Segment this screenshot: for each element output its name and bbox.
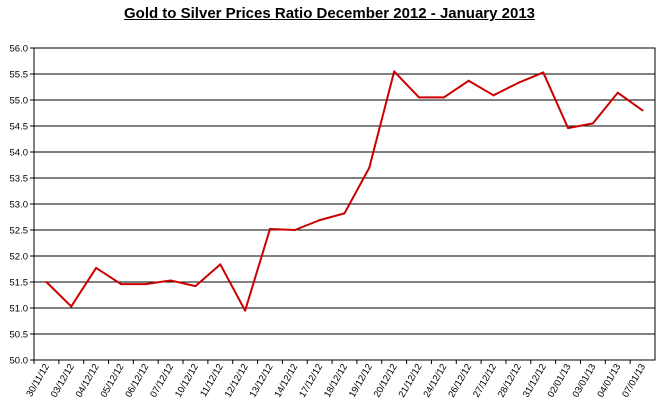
x-tick-label: 11/12/12 — [198, 362, 226, 399]
data-point — [144, 283, 147, 286]
data-point — [343, 212, 346, 215]
x-tick-label: 10/12/12 — [173, 362, 201, 400]
data-point — [393, 70, 396, 73]
data-point — [368, 166, 371, 169]
y-tick-label: 52.0 — [10, 252, 29, 263]
data-point — [219, 263, 222, 266]
data-point — [442, 96, 445, 99]
x-axis: 30/11/1203/12/1204/12/1205/12/1206/12/12… — [24, 360, 648, 400]
series-line — [45, 70, 644, 312]
y-tick-label: 50.0 — [10, 356, 29, 367]
x-tick-label: 30/11/12 — [24, 362, 52, 399]
data-point — [244, 309, 247, 312]
data-point — [517, 81, 520, 84]
chart-title: Gold to Silver Prices Ratio December 201… — [123, 5, 536, 22]
y-tick-label: 53.5 — [10, 174, 29, 185]
y-tick-label: 51.0 — [10, 304, 29, 315]
data-point — [542, 71, 545, 74]
data-point — [293, 229, 296, 231]
y-tick-label: 54.0 — [10, 148, 29, 159]
y-tick-label: 56.0 — [10, 44, 29, 55]
y-tick-label: 54.5 — [10, 122, 29, 133]
data-point — [169, 279, 172, 282]
y-tick-label: 51.5 — [10, 278, 29, 289]
data-point — [45, 281, 48, 283]
data-point — [492, 94, 495, 97]
data-point — [194, 285, 197, 288]
y-tick-label: 50.5 — [10, 330, 29, 341]
data-point — [567, 127, 570, 130]
data-point — [467, 79, 470, 82]
series-layer — [45, 70, 644, 312]
data-point — [268, 227, 271, 230]
y-tick-label: 53.0 — [10, 200, 29, 211]
y-tick-label: 55.0 — [10, 96, 29, 107]
data-point — [641, 109, 644, 112]
data-point — [70, 305, 73, 308]
x-tick-label: 07/01/13 — [620, 362, 648, 400]
data-point — [591, 122, 594, 125]
data-point — [418, 96, 421, 99]
data-point — [95, 266, 98, 269]
data-point — [616, 91, 619, 94]
y-axis: 50.0 50.5 51.0 51.5 52.0 52.5 53.0 53.5 54.0 54.5… — [10, 44, 34, 367]
grid-lines — [34, 47, 655, 361]
y-tick-label: 55.5 — [10, 70, 29, 81]
data-point — [119, 283, 122, 286]
y-tick-label: 52.5 — [10, 226, 29, 237]
data-point — [318, 219, 321, 222]
